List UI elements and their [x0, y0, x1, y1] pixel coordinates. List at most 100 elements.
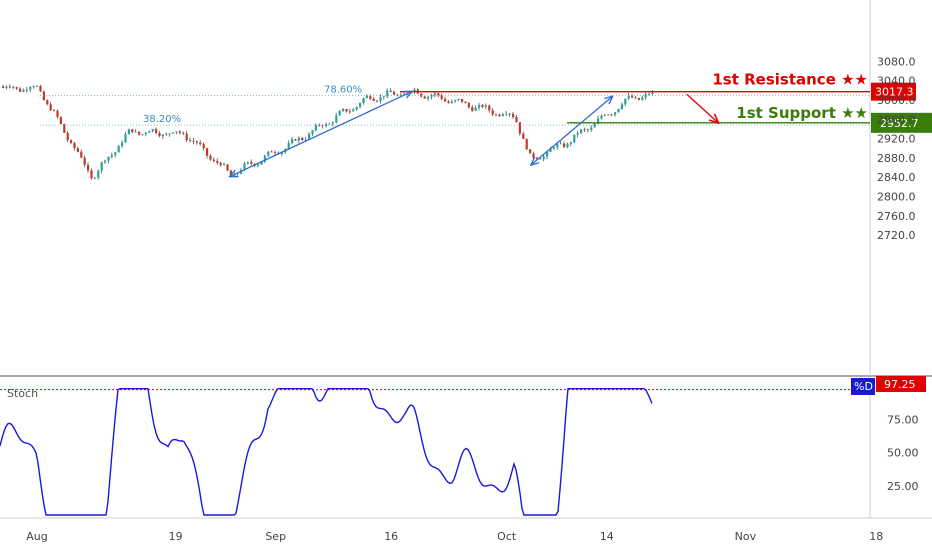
candle-body [420, 93, 423, 97]
candle-body [542, 156, 545, 160]
candle-body [593, 123, 596, 128]
candle-body [644, 94, 647, 98]
candle-body [90, 170, 93, 179]
candle-body [148, 131, 151, 133]
candle-body [121, 142, 124, 146]
candle-body [607, 114, 610, 116]
price-tick-label: 2760.0 [877, 210, 916, 223]
candle-body [199, 142, 202, 145]
candle-body [603, 115, 606, 116]
stoch-last-tag [876, 376, 926, 392]
candle-body [175, 131, 178, 133]
candle-body [39, 86, 42, 92]
candle-body [195, 141, 198, 143]
candle-body [15, 87, 18, 89]
candle-body [212, 159, 215, 161]
candle-body [481, 105, 484, 107]
candle-body [76, 148, 79, 152]
candle-body [342, 109, 345, 112]
candle-body [168, 133, 171, 135]
time-tick-label: Oct [497, 530, 517, 543]
candle-body [19, 88, 22, 92]
candle-body [590, 127, 593, 130]
candle-body [100, 162, 103, 171]
price-panel[interactable] [0, 0, 870, 376]
fib-level-label: 38.20% [143, 114, 181, 125]
candle-body [573, 134, 576, 143]
candle-body [223, 164, 226, 166]
candle-body [600, 115, 603, 119]
candle-body [134, 131, 137, 133]
candle-body [73, 143, 76, 149]
price-tick-label: 2920.0 [877, 133, 916, 146]
candle-body [535, 157, 538, 159]
candle-body [634, 97, 637, 99]
candle-body [379, 97, 382, 102]
candle-body [178, 131, 181, 133]
trend-arrow [531, 96, 613, 165]
stoch-group: Stoch 75.00 50.00 25.00 %D 97.25 [0, 376, 926, 516]
stoch-line [0, 388, 653, 516]
candle-body [257, 164, 260, 166]
candle-body [291, 139, 294, 144]
candle-body [359, 103, 362, 107]
candle-body [501, 114, 504, 116]
stoch-label: Stoch [7, 387, 38, 400]
stoch-last-text: 97.25 [884, 378, 916, 391]
candle-body [624, 98, 627, 105]
candle-body [637, 97, 640, 100]
candle-body [464, 101, 467, 104]
candle-body [216, 160, 219, 163]
candle-body [389, 90, 392, 93]
candle-body [620, 104, 623, 109]
stoch-series-tag [851, 378, 875, 395]
candle-body [427, 96, 430, 99]
axes-group: 3080.0 3040.0 3000.0 2960.0 2920.0 2880.0 2840… [26, 55, 915, 543]
candle-body [580, 129, 583, 134]
candle-body [552, 147, 555, 149]
candle-body [219, 162, 222, 166]
candle-body [301, 137, 304, 141]
candle-body [114, 152, 117, 156]
candle-body [348, 111, 351, 113]
candle-body [25, 89, 28, 91]
candle-body [447, 101, 450, 103]
price-tick-label: 3040.0 [877, 75, 916, 88]
candle-body [151, 129, 154, 132]
candle-body [498, 114, 501, 116]
candle-body [189, 140, 192, 141]
candle-body [66, 132, 69, 141]
price-tick-label: 2800.0 [877, 191, 916, 204]
candle-body [12, 86, 15, 88]
candle-body [311, 130, 314, 135]
candle-body [131, 129, 134, 133]
candle-body [508, 113, 511, 115]
candle-body [352, 109, 355, 112]
time-tick-label: Sep [265, 530, 286, 543]
candle-body [2, 86, 5, 88]
candle-body [331, 122, 334, 124]
candle-body [610, 114, 613, 116]
candle-body [614, 112, 617, 115]
candle-body [478, 105, 481, 108]
candle-body [471, 107, 474, 111]
time-tick-label: 14 [600, 530, 614, 543]
candle-body [450, 101, 453, 103]
candle-body [569, 142, 572, 144]
candle-body [583, 129, 586, 131]
candle-body [631, 95, 634, 98]
candle-body [484, 105, 487, 107]
candle-body [59, 116, 62, 124]
candle-body [430, 95, 433, 97]
candle-body [83, 157, 86, 165]
candle-body [641, 97, 644, 100]
candle-body [172, 132, 175, 134]
candle-body [563, 143, 566, 148]
candle-body [53, 110, 56, 112]
candle-body [491, 110, 494, 115]
candle-body [648, 93, 651, 95]
candle-body [287, 143, 290, 149]
price-tick-label: 2840.0 [877, 171, 916, 184]
candle-body [104, 160, 107, 163]
